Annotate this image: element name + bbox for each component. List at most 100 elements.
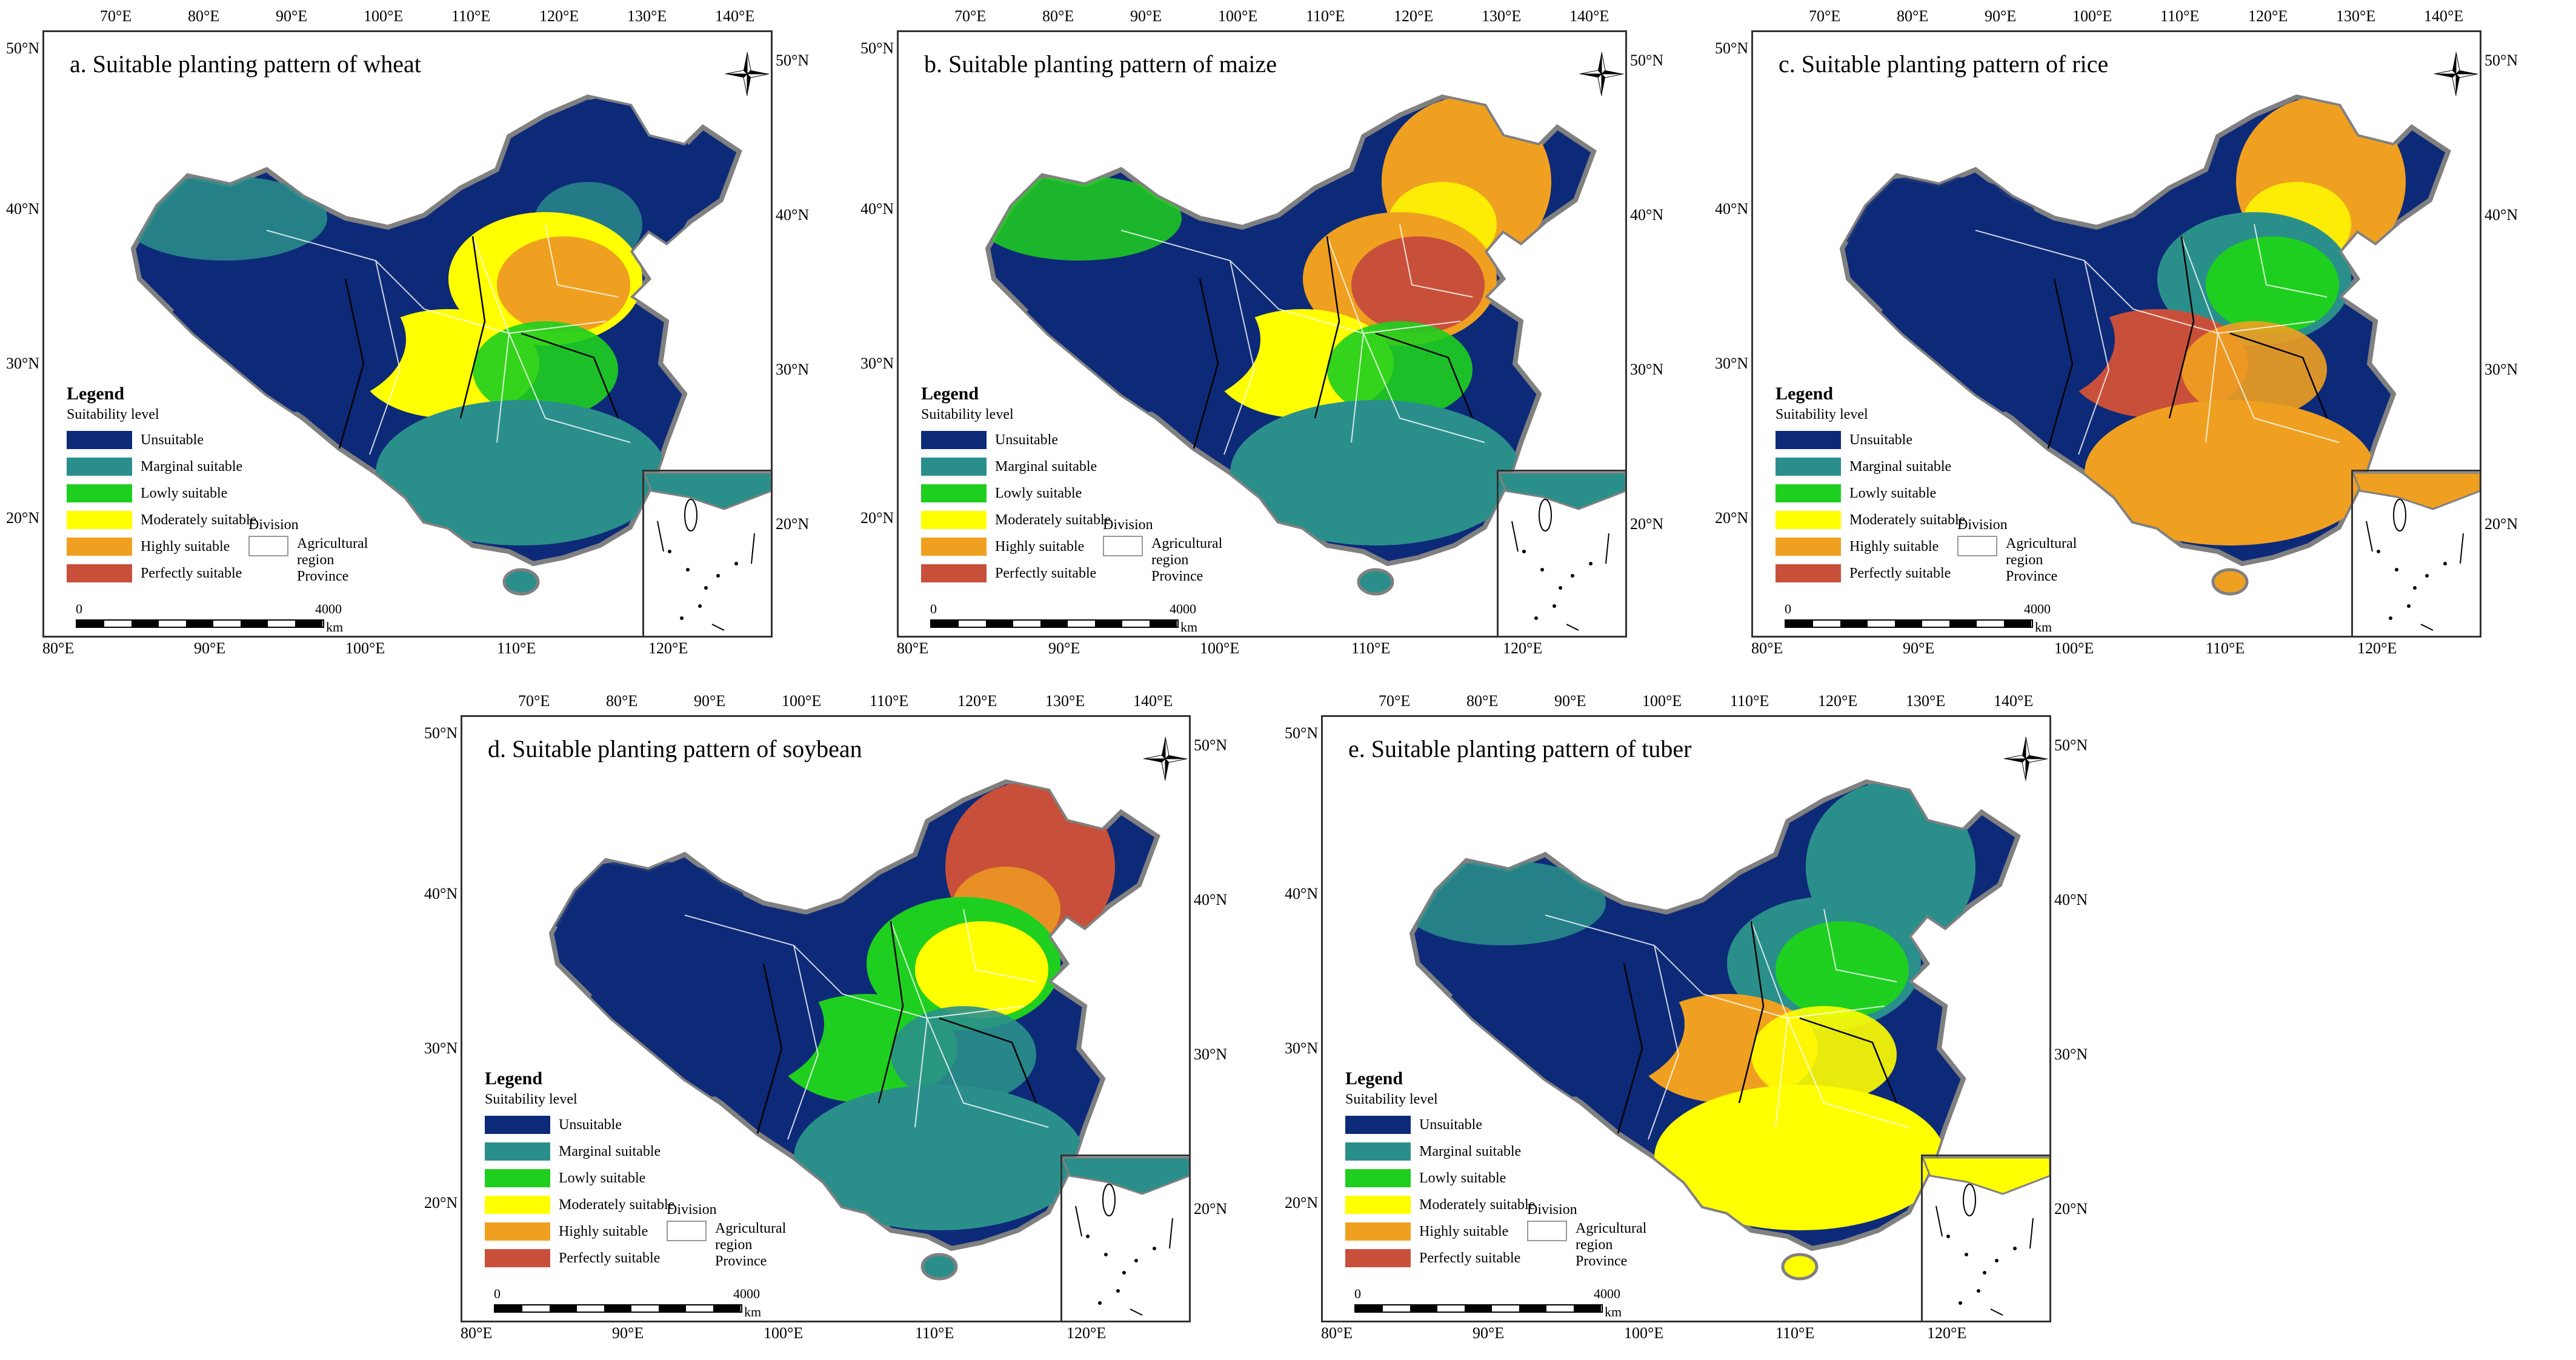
top-lon-tick: 70°E	[1379, 692, 1411, 710]
division-heading: Division	[1103, 517, 1153, 533]
division-label-agricultural: Agricultural	[2006, 536, 2077, 552]
bottom-lon-tick: 120°E	[1927, 1324, 1967, 1342]
inset-frame	[1060, 1155, 1191, 1322]
top-lon-tick: 100°E	[364, 7, 404, 25]
top-lon-tick: 130°E	[1482, 7, 1522, 25]
bottom-lon-tick: 100°E	[1624, 1324, 1664, 1342]
division-label-agricultural: Agricultural	[715, 1221, 787, 1236]
right-lat-tick: 30°N	[2484, 361, 2518, 378]
map-panel-a: a. Suitable planting pattern of wheat 70°…	[6, 6, 809, 657]
north-arrow-icon	[725, 52, 770, 96]
bottom-lon-tick: 90°E	[1473, 1324, 1505, 1342]
top-lon-tick: 120°E	[957, 692, 997, 710]
left-lat-tick: 30°N	[1715, 355, 1749, 372]
legend-label: Unsuitable	[1849, 432, 1912, 448]
zone-east-central	[891, 1006, 1036, 1103]
left-lat-tick: 30°N	[6, 355, 40, 372]
zone-east-central	[1751, 1006, 1897, 1103]
division-label-agricultural: Agricultural	[297, 536, 368, 552]
bottom-lon-tick: 110°E	[497, 639, 536, 657]
legend-item: Marginal suitable	[1345, 1138, 1660, 1165]
legend-heading: Legend	[1345, 1068, 1403, 1088]
legend-swatch	[67, 484, 132, 502]
right-lat-tick: 50°N	[2054, 736, 2088, 754]
map-body	[130, 94, 742, 596]
legend-label: Unsuitable	[995, 432, 1058, 448]
legend-item: Unsuitable	[67, 427, 382, 453]
right-lat-tick: 20°N	[776, 515, 810, 533]
left-lat-tick: 40°N	[6, 200, 40, 218]
top-lon-tick: 90°E	[1985, 7, 2017, 25]
top-lon-tick: 100°E	[2072, 7, 2112, 25]
agricultural-region-boundaries	[1193, 236, 1474, 449]
top-lon-tick: 90°E	[1554, 692, 1586, 710]
division-label-province: Province	[2006, 568, 2058, 584]
scale-zero: 0	[1354, 1286, 1361, 1301]
legend-subheading: Suitability level	[921, 407, 1014, 422]
scale-bar-graphic	[76, 619, 324, 628]
bottom-lon-tick: 100°E	[1200, 639, 1240, 657]
legend-label: Moderately suitable	[559, 1196, 675, 1213]
scale-unit: km	[1605, 1304, 1622, 1319]
division-row: Agricultural region Province	[248, 536, 394, 585]
inset-frame	[2351, 470, 2481, 638]
legend-label: Lowly suitable	[995, 485, 1082, 501]
legend-swatch	[485, 1222, 550, 1241]
zone-northwest	[1412, 861, 1606, 945]
bottom-lon-tick: 80°E	[42, 639, 75, 657]
legend-item: Perfectly suitable	[485, 1245, 800, 1272]
left-lat-tick: 50°N	[860, 39, 894, 57]
legend-label: Perfectly suitable	[1849, 565, 1951, 581]
division-labels: Agricultural region Province	[1576, 1221, 1646, 1270]
legend: Legend Suitability level Unsuitable Margina…	[485, 1068, 800, 1272]
legend-label: Unsuitable	[1419, 1116, 1482, 1133]
scale-bar-graphic	[1354, 1304, 1603, 1313]
top-lon-tick: 100°E	[1642, 692, 1682, 710]
division-legend: Division Agricultural region Province	[1527, 1202, 1672, 1270]
legend-label: Highly suitable	[1849, 538, 1939, 555]
agricultural-region-boundaries	[2047, 236, 2328, 449]
scale-max: 4000	[1170, 601, 1196, 616]
panel-title: a. Suitable planting pattern of wheat	[70, 50, 421, 78]
top-lon-tick: 130°E	[1045, 692, 1085, 710]
scale-unit: km	[1180, 619, 1198, 635]
zone-south	[2085, 400, 2375, 545]
bottom-lon-tick: 110°E	[1351, 639, 1391, 657]
scale-unit: km	[326, 619, 344, 635]
left-lat-tick: 20°N	[1715, 509, 1749, 527]
legend-label: Perfectly suitable	[995, 565, 1097, 581]
scale-max: 4000	[1594, 1286, 1620, 1301]
top-lon-tick: 140°E	[715, 7, 755, 25]
legend-swatch	[921, 484, 987, 502]
legend-item: Moderately suitable	[485, 1192, 800, 1218]
legend-label: Marginal suitable	[1419, 1143, 1522, 1159]
legend-swatch	[1776, 564, 1841, 582]
scale-zero: 0	[494, 1286, 501, 1301]
left-lat-tick: 20°N	[860, 509, 894, 527]
top-lon-tick: 90°E	[276, 7, 308, 25]
legend-swatch	[1776, 431, 1841, 449]
legend-label: Moderately suitable	[141, 512, 257, 528]
right-lat-tick: 40°N	[1194, 891, 1228, 908]
zone-east-central	[473, 321, 618, 418]
left-lat-tick: 30°N	[860, 355, 894, 372]
top-lon-tick: 90°E	[1130, 7, 1162, 25]
division-swatch	[248, 536, 288, 556]
left-lat-tick: 30°N	[1285, 1039, 1319, 1057]
legend-label: Lowly suitable	[1849, 485, 1937, 501]
top-lon-tick: 70°E	[954, 7, 987, 25]
legend-swatch	[921, 538, 987, 556]
legend-label: Highly suitable	[559, 1223, 648, 1239]
legend-label: Lowly suitable	[559, 1170, 646, 1186]
left-lat-tick: 30°N	[424, 1039, 458, 1057]
division-legend: Division Agricultural region Province	[248, 517, 394, 585]
zone-south	[1654, 1085, 1945, 1230]
right-lat-tick: 20°N	[1194, 1200, 1228, 1218]
legend-label: Unsuitable	[559, 1116, 622, 1133]
legend-item: Perfectly suitable	[1345, 1245, 1660, 1272]
legend-label: Highly suitable	[141, 538, 230, 555]
right-lat-tick: 50°N	[1194, 736, 1228, 754]
legend: Legend Suitability level Unsuitable Margina…	[67, 384, 382, 587]
left-lat-tick: 40°N	[860, 200, 894, 218]
legend-heading: Legend	[1776, 384, 1834, 404]
